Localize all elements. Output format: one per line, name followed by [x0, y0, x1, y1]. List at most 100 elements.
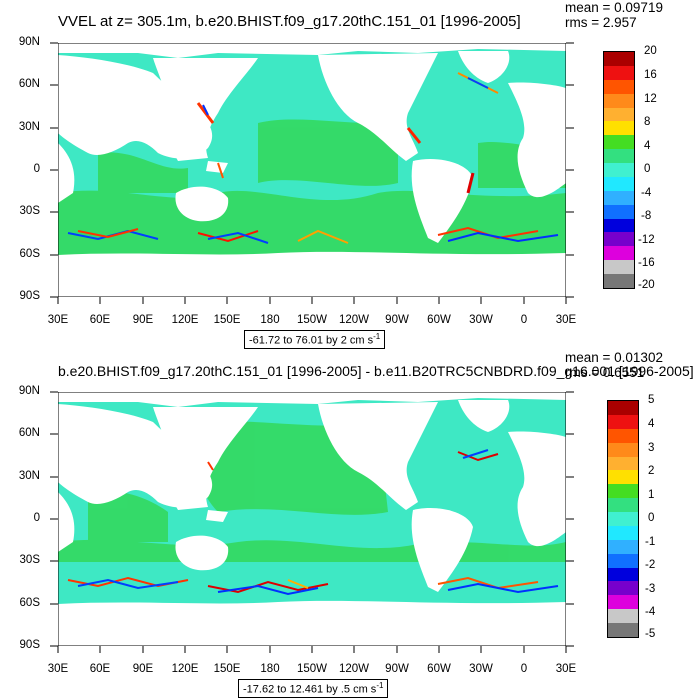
- panel2-colorbar: [607, 400, 639, 638]
- panel1-cb-label: -16: [638, 257, 655, 269]
- panel2-ticks: [50, 391, 574, 653]
- panel1-lat-60s: 60S: [19, 248, 40, 260]
- panel1-lat-0: 0: [33, 163, 40, 175]
- panel2-cb-swatch: [608, 525, 638, 540]
- panel1-mean: mean = 0.09719: [565, 0, 663, 15]
- panel2-cb-swatch: [608, 414, 638, 429]
- panel2-lat-60n: 60N: [18, 427, 40, 439]
- panel2-lon-1: 60E: [89, 663, 111, 675]
- panel1-cb-label: -20: [638, 279, 655, 291]
- panel1-cb-label: -12: [638, 234, 655, 246]
- panel2-cb-swatch: [608, 553, 638, 568]
- panel1-cb-label: 4: [644, 140, 651, 152]
- panel2-lon-8: 90W: [385, 663, 409, 675]
- panel1-cb-label: 8: [644, 116, 651, 128]
- panel2-lat-0: 0: [33, 512, 40, 524]
- panel1-cb-label: 0: [644, 163, 651, 175]
- panel2-lon-11: 0: [520, 663, 528, 675]
- panel1-cb-label: -4: [641, 187, 652, 199]
- panel2-rms: rms = 0.6551: [565, 365, 645, 380]
- panel1-cb-swatch: [604, 107, 634, 122]
- panel1-lon-9: 60W: [427, 314, 451, 326]
- panel1-cb-swatch: [604, 232, 634, 247]
- panel1-lon-4: 150E: [213, 314, 241, 326]
- panel1-range-sup: -1: [373, 332, 381, 341]
- panel1-cb-swatch: [604, 163, 634, 177]
- panel1-cb-swatch: [604, 149, 634, 163]
- panel2-lat-90n: 90N: [18, 385, 40, 397]
- panel2-cb-swatch: [608, 470, 638, 485]
- panel2-cb-label: -3: [645, 583, 656, 595]
- panel2-lon-9: 60W: [427, 663, 451, 675]
- panel1-lat-30n: 30N: [18, 121, 40, 133]
- panel1-cb-swatch: [604, 246, 634, 261]
- panel1-lon-8: 90W: [385, 314, 409, 326]
- panel2-lon-4: 150E: [213, 663, 241, 675]
- panel1-range-box: -61.72 to 76.01 by 2 cm s-1: [244, 330, 386, 349]
- panel1-lon-10: 30W: [469, 314, 493, 326]
- panel2-cb-label: 5: [648, 394, 655, 406]
- panel1-cb-swatch: [604, 65, 634, 80]
- panel1-cb-swatch: [604, 190, 634, 205]
- panel2-cb-swatch: [608, 567, 638, 582]
- panel1-range-text: -61.72 to 76.01 by 2 cm s: [249, 334, 374, 347]
- panel2-cb-label: 4: [648, 418, 655, 430]
- panel2-lon-0: 30E: [47, 663, 69, 675]
- panel2-lat-30n: 30N: [18, 470, 40, 482]
- panel1-lon-3: 120E: [171, 314, 199, 326]
- panel2-cb-swatch: [608, 539, 638, 554]
- panel1-cb-label: -8: [641, 210, 652, 222]
- panel1-cb-swatch: [604, 52, 634, 66]
- panel2-cb-label: 2: [648, 465, 655, 477]
- panel1-cb-swatch: [604, 93, 634, 108]
- panel1-lat-60n: 60N: [18, 78, 40, 90]
- panel2-cb-swatch: [608, 581, 638, 596]
- panel2-cb-swatch: [608, 498, 638, 512]
- panel2-range-sup: -1: [376, 681, 384, 690]
- panel2-lon-10: 30W: [469, 663, 493, 675]
- panel1-cb-swatch: [604, 260, 634, 274]
- panel1-lon-2: 90E: [132, 314, 154, 326]
- panel2-cb-label: -5: [645, 628, 656, 640]
- panel2-cb-label: -1: [645, 536, 656, 548]
- panel2-range-box: -17.62 to 12.461 by .5 cm s-1: [238, 679, 389, 698]
- panel1-cb-swatch: [604, 204, 634, 219]
- panel2-title: b.e20.BHIST.f09_g17.20thC.151_01 [1996-2…: [58, 363, 694, 379]
- panel1-lon-0: 30E: [47, 314, 69, 326]
- panel1-lat-30s: 30S: [19, 205, 40, 217]
- panel2-cb-swatch: [608, 609, 638, 623]
- panel1-lat-90n: 90N: [18, 36, 40, 48]
- panel1-lon-7: 120W: [338, 314, 370, 326]
- panel2-lon-2: 90E: [132, 663, 154, 675]
- panel2-lon-3: 120E: [171, 663, 199, 675]
- panel2-map: [58, 392, 566, 646]
- panel1-cb-label: 16: [644, 69, 657, 81]
- panel2-cb-swatch: [608, 623, 638, 637]
- panel2-cb-swatch: [608, 484, 638, 499]
- panel1-title: VVEL at z= 305.1m, b.e20.BHIST.f09_g17.2…: [58, 13, 521, 30]
- panel2-lon-12: 30E: [555, 663, 577, 675]
- panel1-lon-11: 0: [520, 314, 528, 326]
- panel1-ticks: [50, 42, 574, 304]
- panel2-lon-6: 150W: [296, 663, 328, 675]
- panel2-range-text: -17.62 to 12.461 by .5 cm s: [243, 683, 377, 696]
- panel1-cb-label: 12: [644, 93, 657, 105]
- panel1-cb-swatch: [604, 121, 634, 136]
- panel2-cb-label: 0: [648, 512, 655, 524]
- panel2-cb-swatch: [608, 512, 638, 526]
- panel1-cb-swatch: [604, 218, 634, 233]
- panel1-rms: rms = 2.957: [565, 15, 637, 30]
- panel1-lon-12: 30E: [555, 314, 577, 326]
- panel1-cb-swatch: [604, 176, 634, 191]
- panel2-cb-swatch: [608, 442, 638, 457]
- panel2-cb-swatch: [608, 401, 638, 415]
- panel2-lat-60s: 60S: [19, 597, 40, 609]
- panel2-cb-swatch: [608, 456, 638, 471]
- panel2-lat-90s: 90S: [19, 639, 40, 651]
- panel1-colorbar: [603, 51, 635, 289]
- panel1-lon-1: 60E: [89, 314, 111, 326]
- panel2-mean: mean = 0.01302: [565, 350, 663, 365]
- panel1-lon-5: 180: [260, 314, 280, 326]
- panel2-lat-30s: 30S: [19, 554, 40, 566]
- panel1-cb-swatch: [604, 79, 634, 94]
